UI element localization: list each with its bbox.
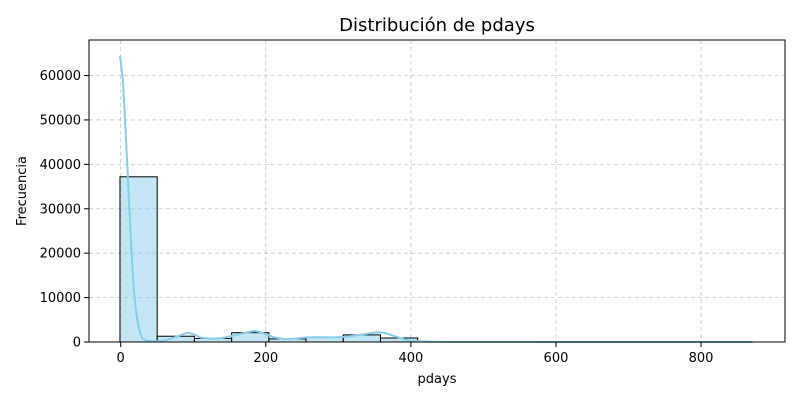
x-tick-label-1: 200 [253, 351, 278, 366]
y-tick-label-1: 10000 [40, 291, 81, 306]
x-tick-label-2: 400 [398, 351, 423, 366]
plot-frame [88, 39, 786, 343]
y-axis-label: Frecuencia [15, 156, 30, 226]
x-tick-label-3: 600 [544, 351, 569, 366]
x-axis-ticks: 0 200 400 600 800 [117, 342, 714, 366]
histogram-bars [119, 176, 754, 343]
x-axis-label: pdays [418, 372, 457, 387]
kde-line [118, 55, 753, 343]
y-tick-label-5: 50000 [40, 113, 81, 128]
y-tick-label-2: 20000 [40, 247, 81, 262]
y-tick-label-3: 30000 [40, 202, 81, 217]
histogram-bar-0 [119, 176, 158, 343]
y-tick-label-6: 60000 [40, 69, 81, 84]
y-tick-label-4: 40000 [40, 158, 81, 173]
grid-lines [89, 40, 785, 343]
y-tick-label-0: 0 [73, 336, 81, 351]
x-tick-label-4: 800 [689, 351, 714, 366]
x-tick-label-0: 0 [117, 351, 125, 366]
chart-title: Distribución de pdays [339, 15, 535, 36]
y-axis-ticks: 0 10000 20000 30000 40000 50000 60000 [40, 69, 89, 351]
